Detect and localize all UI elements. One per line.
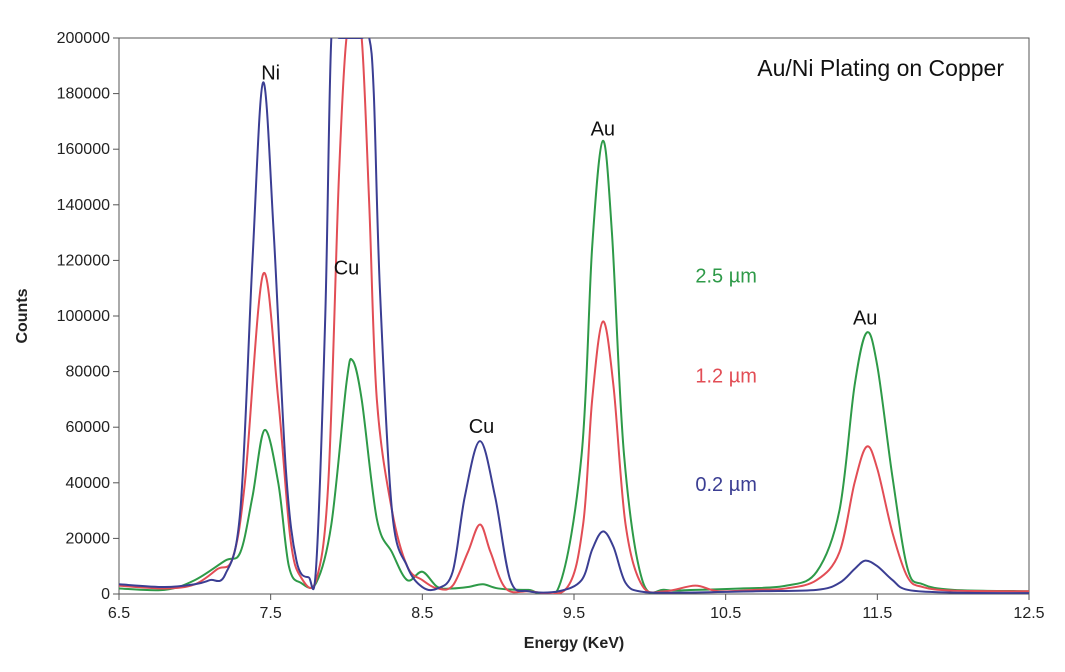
y-tick-label: 180000 — [57, 86, 110, 103]
x-tick-label: 8.5 — [411, 605, 433, 622]
x-tick-label: 7.5 — [260, 605, 282, 622]
series-label-2-5-m: 2.5 µm — [695, 266, 757, 288]
series-line-2-5-m — [119, 139, 1029, 594]
y-tick-label: 80000 — [66, 364, 111, 381]
chart-title: Au/Ni Plating on Copper — [757, 55, 1004, 81]
x-tick-label: 11.5 — [862, 605, 892, 622]
y-tick-label: 200000 — [57, 30, 110, 47]
x-tick-label: 10.5 — [710, 605, 741, 622]
x-axis-title: Energy (KeV) — [524, 635, 624, 652]
series-line-1-2-m — [119, 38, 1029, 594]
y-tick-label: 160000 — [57, 141, 110, 158]
annotation-labels: Ni Cu Cu Au Au 2.5 µm 1.2 µm 0.2 µm — [261, 63, 877, 496]
plot-area-frame — [118, 37, 1030, 595]
peak-label: Cu — [469, 416, 495, 438]
peak-label: Ni — [261, 63, 280, 85]
series-label-0-2-m: 0.2 µm — [695, 474, 757, 496]
series-line-0-2-m — [119, 38, 1029, 594]
peak-label: Au — [853, 307, 877, 329]
y-tick-label: 40000 — [66, 475, 111, 492]
x-tick-label: 6.5 — [108, 605, 130, 622]
peak-label: Cu — [334, 257, 360, 279]
x-tick-label: 9.5 — [563, 605, 585, 622]
series-label-1-2-m: 1.2 µm — [695, 366, 757, 388]
axis-ticks: 0 20000 40000 60000 80000 100000 120000 140000 1… — [57, 30, 1045, 622]
y-tick-label: 0 — [101, 586, 110, 603]
y-tick-label: 120000 — [57, 252, 110, 269]
x-tick-label: 12.5 — [1013, 605, 1044, 622]
y-tick-label: 60000 — [66, 419, 111, 436]
y-tick-label: 100000 — [57, 308, 110, 325]
peak-label: Au — [591, 118, 615, 140]
y-tick-label: 20000 — [66, 530, 111, 547]
series-lines — [119, 38, 1029, 594]
y-axis-title: Counts — [14, 288, 31, 343]
y-tick-label: 140000 — [57, 197, 110, 214]
